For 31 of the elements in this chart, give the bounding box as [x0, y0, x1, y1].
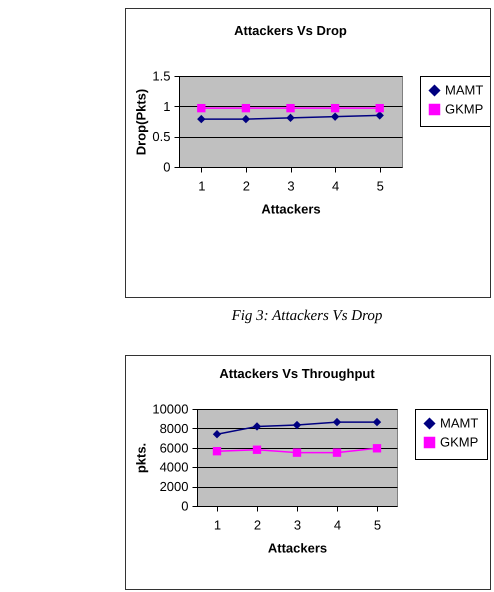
legend-label: GKMP	[440, 434, 478, 450]
x-tick-label: 3	[287, 178, 295, 194]
y-tick-label: 6000	[160, 440, 188, 456]
legend-label: MAMT	[440, 416, 478, 430]
y-tick-label: 1.5	[152, 68, 170, 84]
x-tick-label: 2	[254, 518, 262, 532]
legend-label: MAMT	[445, 82, 484, 98]
y-axis-title: pkts.	[133, 442, 148, 474]
caption: Fig 3: Attackers Vs Drop	[230, 308, 384, 325]
x-tick-label: 2	[242, 178, 250, 194]
y-axis-title: Drop(Pkts)	[133, 88, 148, 156]
y-tick-label: 0	[181, 498, 188, 514]
x-tick-label: 3	[294, 518, 302, 532]
x-axis-title: Attackers	[268, 540, 328, 556]
y-tick-label: 10000	[152, 402, 188, 416]
x-tick-label: 4	[334, 518, 342, 532]
y-tick-label: 2000	[160, 479, 188, 494]
x-tick-label: 5	[376, 178, 384, 194]
x-axis-title: Attackers	[261, 202, 321, 216]
chart-title: Attackers Vs Throughput	[219, 366, 376, 381]
y-tick-label: 4000	[160, 460, 188, 475]
y-tick-label: 0.5	[152, 129, 170, 144]
y-tick-label: 1	[163, 98, 170, 114]
x-tick-label: 4	[332, 178, 340, 194]
y-tick-label: 0	[163, 160, 170, 174]
y-tick-label: 8000	[160, 420, 188, 436]
legend-label: GKMP	[445, 102, 484, 116]
x-tick-label: 1	[214, 518, 222, 532]
x-tick-label: 5	[374, 518, 382, 532]
x-tick-label: 1	[198, 178, 206, 194]
chart-title: Attackers Vs Drop	[234, 23, 347, 38]
